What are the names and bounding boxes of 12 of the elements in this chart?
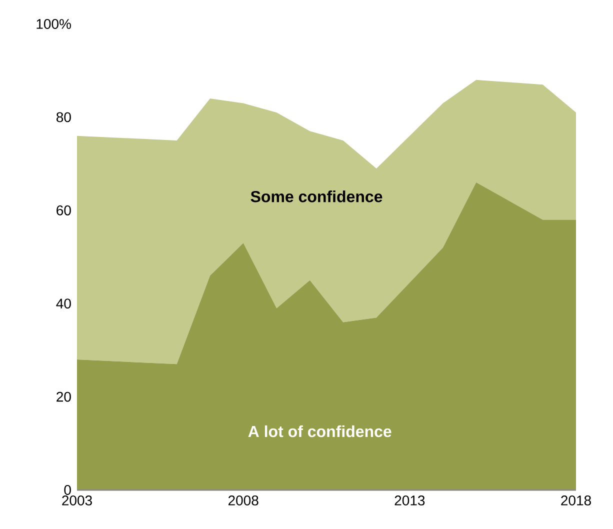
y-tick-label: 100% bbox=[36, 19, 71, 29]
x-tick-label: 2018 bbox=[561, 496, 591, 506]
x-tick-label: 2008 bbox=[228, 496, 258, 506]
y-tick-label: 40 bbox=[56, 298, 71, 309]
y-tick-label: 80 bbox=[56, 112, 71, 122]
y-tick-label: 60 bbox=[56, 205, 71, 216]
y-tick-label: 20 bbox=[56, 392, 71, 402]
x-tick-label: 2003 bbox=[62, 496, 92, 506]
series-label: A lot of confidence bbox=[248, 425, 392, 438]
x-tick-label: 2013 bbox=[394, 496, 425, 506]
series-label: Some confidence bbox=[250, 190, 382, 202]
y-tick-label: 0 bbox=[64, 485, 71, 495]
